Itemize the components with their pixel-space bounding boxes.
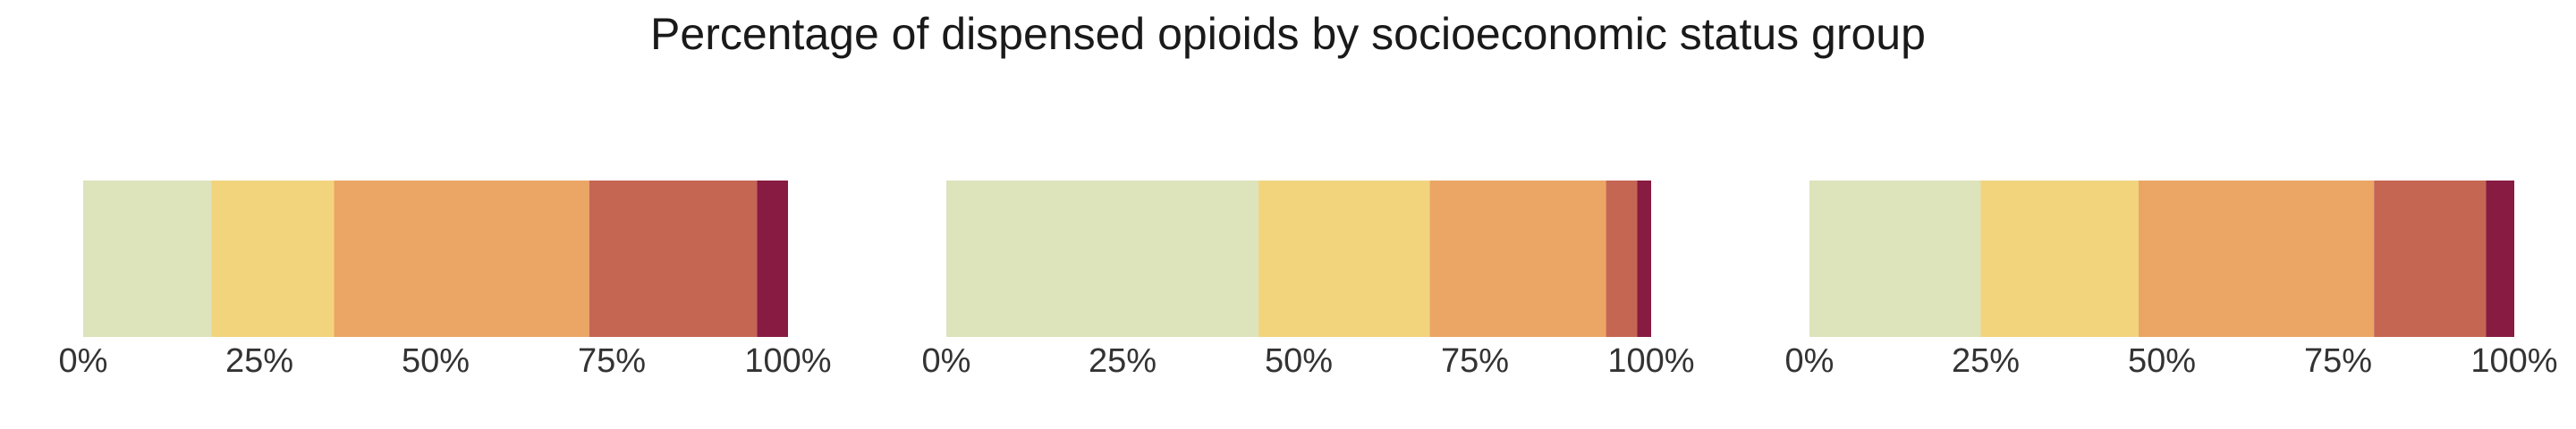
x-tick-label: 25% [1952,342,2020,380]
bar-segment-5 [757,181,788,337]
x-tick-label: 0% [59,342,108,380]
x-tick-label: 50% [1265,342,1333,380]
bar-segment-3 [1429,181,1606,337]
x-tick-label: 0% [1785,342,1835,380]
bar-segment-1 [83,181,212,337]
bar-segment-2 [1980,181,2139,337]
bar-segment-2 [211,181,335,337]
bar-segment-3 [2139,181,2375,337]
x-tick-label: 0% [922,342,971,380]
bar-segment-4 [1606,181,1638,337]
bar-segment-5 [2486,181,2514,337]
x-tick-label: 50% [402,342,470,380]
bar-segment-3 [334,181,589,337]
chart-title: Percentage of dispensed opioids by socio… [650,9,1926,59]
x-tick-label: 100% [2470,342,2557,380]
bar-segment-2 [1258,181,1430,337]
x-tick-label: 25% [1089,342,1157,380]
bar-segment-4 [2374,181,2487,337]
x-tick-label: 75% [1441,342,1509,380]
bar-segment-4 [589,181,758,337]
x-tick-label: 100% [744,342,831,380]
x-tick-label: 75% [2304,342,2372,380]
bar-segment-1 [946,181,1259,337]
x-tick-label: 25% [225,342,293,380]
x-tick-label: 75% [578,342,646,380]
chart-panel-3: 0% 25% 50% 75% 100% [1785,181,2558,380]
x-tick-label: 100% [1607,342,1694,380]
x-tick-label: 50% [2128,342,2196,380]
chart-panel-1: 0% 25% 50% 75% 100% [59,181,832,380]
chart-panel-2: 0% 25% 50% 75% 100% [922,181,1695,380]
bar-segment-5 [1637,181,1651,337]
bar-segment-1 [1809,181,1981,337]
